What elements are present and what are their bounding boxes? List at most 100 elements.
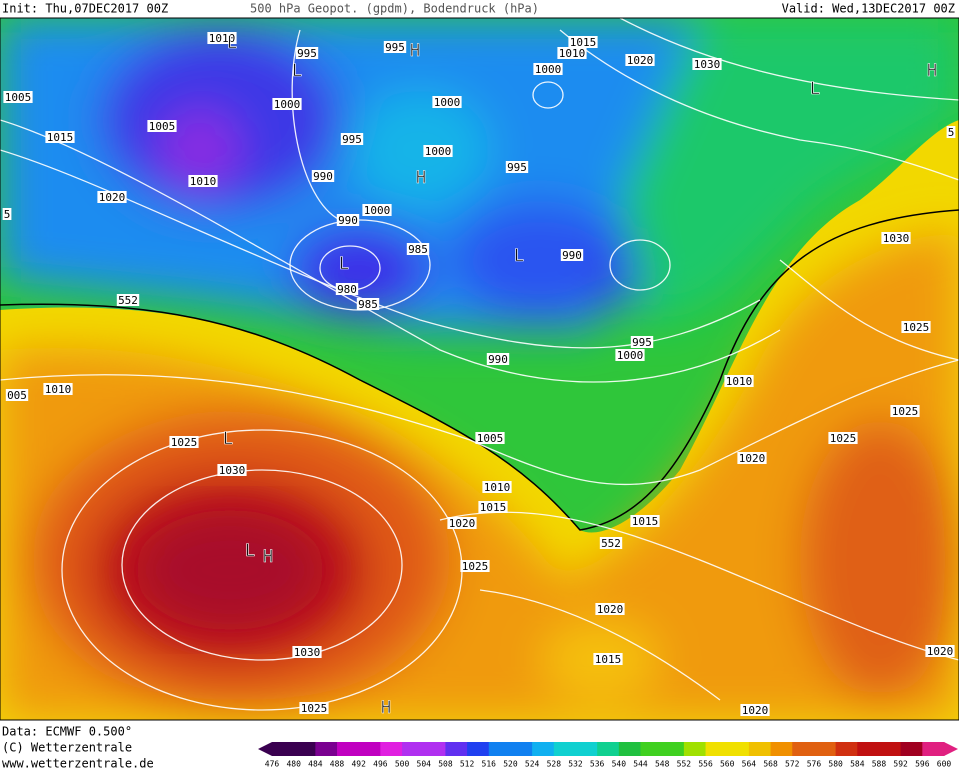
colorbar-cell [640, 742, 663, 756]
isobar-label-box [505, 161, 529, 173]
isobar-label-box [630, 515, 660, 527]
colorbar-cell [532, 742, 555, 756]
isobar-label: 1020 [99, 191, 126, 204]
colorbar-label: 580 [828, 760, 843, 769]
colorbar-label: 476 [265, 760, 280, 769]
isobar-label: 985 [358, 298, 378, 311]
colorbar-cell [488, 742, 511, 756]
colorbar-cell [878, 742, 902, 756]
colorbar-cell [770, 742, 793, 756]
isobar-label: 1000 [434, 96, 461, 109]
isobar-label-box [901, 321, 931, 333]
isobar-label-box [147, 120, 177, 132]
isobar-label: 1000 [274, 98, 301, 111]
valid-time: Valid: Wed,13DEC2017 00Z [782, 2, 955, 16]
colorbar-label: 536 [590, 760, 605, 769]
isobar-label: 1030 [219, 464, 246, 477]
isobar-label: 1000 [617, 349, 644, 362]
colorbar-cell [423, 742, 446, 756]
isobar-label-box [335, 283, 359, 295]
colorbar-cell [553, 742, 576, 756]
isobar-label: 1010 [190, 175, 217, 188]
isobar-label: 985 [408, 243, 428, 256]
colorbar-label: 504 [417, 760, 432, 769]
colorbar-cell [467, 742, 490, 756]
colorbar-cell [510, 742, 533, 756]
colorbar-cell [727, 742, 750, 756]
colorbar-label: 488 [330, 760, 345, 769]
isobar-label: 1020 [449, 517, 476, 530]
isobar-label-box [478, 501, 508, 513]
isobar-label-box [311, 170, 335, 182]
colorbar-cell [683, 742, 707, 756]
isobar-label-box [692, 58, 722, 70]
isobar-label-box [828, 432, 858, 444]
colorbar-label: 524 [525, 760, 540, 769]
isobar-label: 1025 [892, 405, 919, 418]
isobar-label-box [599, 537, 623, 549]
isobar-label: 1005 [477, 432, 504, 445]
isobar-label: 1010 [559, 47, 586, 60]
isobar-label: 1015 [595, 653, 622, 666]
isobar-label-box [482, 481, 512, 493]
isobar-label: 1015 [480, 501, 507, 514]
isobar-label-box [890, 405, 920, 417]
isobar-label: 1000 [364, 204, 391, 217]
isobar-label: 1025 [462, 560, 489, 573]
isobar-label-box [406, 243, 430, 255]
isobar-label: 995 [385, 41, 405, 54]
pressure-center: H [381, 698, 391, 718]
isobar-label: 1030 [694, 58, 721, 71]
pressure-center: L [245, 541, 255, 561]
isobar-label: 1025 [830, 432, 857, 445]
colorbar-label: 600 [937, 760, 952, 769]
isobar-label-box [560, 249, 584, 261]
isobar-label-box [486, 353, 510, 365]
isobar-label-box [568, 36, 598, 48]
website: www.wetterzentrale.de [2, 757, 154, 770]
isobar-label-box [5, 389, 29, 401]
isobar-label-box [340, 133, 364, 145]
isobar-label-box [432, 96, 462, 108]
isobar-label: 995 [342, 133, 362, 146]
isobar-label-box [460, 560, 490, 572]
isobar-label-box [740, 704, 770, 716]
isobar-label: 980 [337, 283, 357, 296]
colorbar-cell [272, 742, 295, 756]
isobar-label-box [630, 336, 654, 348]
isobar-label-box [336, 214, 360, 226]
colorbar-cell [618, 742, 642, 756]
pressure-center: L [339, 254, 349, 274]
isobar-label: 5 [4, 208, 11, 221]
colorbar: 476 480 484 488 492 496 500 504 508 512 516 520 524 5… [258, 742, 958, 769]
pressure-center: H [410, 41, 420, 61]
isobar-label: 552 [118, 294, 138, 307]
pressure-center: L [227, 33, 237, 53]
colorbar-cell [792, 742, 815, 756]
pressure-center: L [514, 246, 524, 266]
colorbar-end [944, 742, 958, 756]
colorbar-label: 532 [568, 760, 583, 769]
isobar-label-box [188, 175, 218, 187]
copyright: (C) Wetterzentrale [2, 741, 132, 755]
colorbar-cell [358, 742, 381, 756]
colorbar-cell [402, 742, 425, 756]
isobar-label: 1020 [927, 645, 954, 658]
colorbar-cell [380, 742, 403, 756]
colorbar-cell [705, 742, 728, 756]
colorbar-label: 592 [893, 760, 908, 769]
isobar-label: 990 [488, 353, 508, 366]
colorbar-label: 584 [850, 760, 865, 769]
colorbar-cell [813, 742, 837, 756]
isobar-label-box [946, 126, 956, 138]
colorbar-label: 540 [612, 760, 627, 769]
colorbar-label: 548 [655, 760, 670, 769]
isobar-label: 1015 [570, 36, 597, 49]
isobar-label-box [97, 191, 127, 203]
isobar-label-box [593, 653, 623, 665]
isobar-label: 1020 [739, 452, 766, 465]
isobar-label-box [447, 517, 477, 529]
isobar-label-box [3, 91, 33, 103]
colorbar-label: 576 [807, 760, 822, 769]
